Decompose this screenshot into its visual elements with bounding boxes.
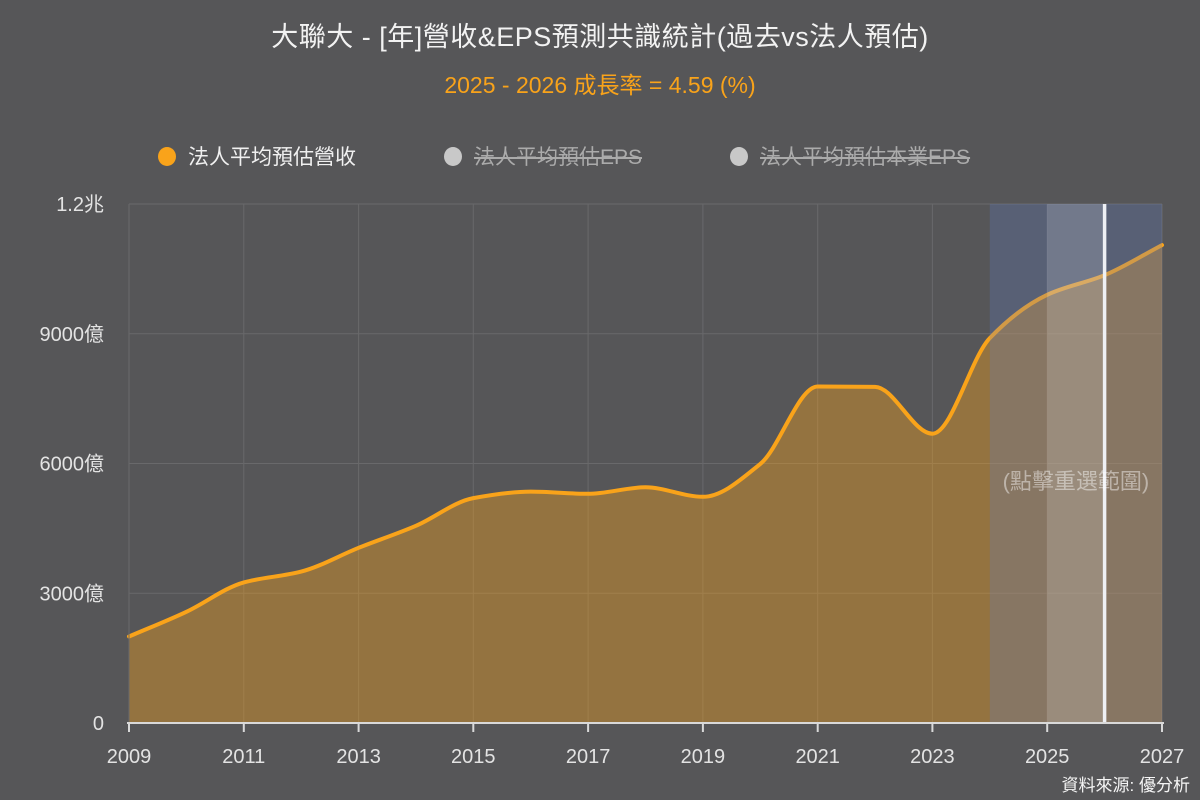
- x-tick-label: 2011: [222, 746, 265, 768]
- legend-item-label: 法人平均預估本業EPS: [760, 146, 971, 169]
- x-tick-label: 2025: [1025, 746, 1070, 768]
- x-tick-label: 2019: [681, 746, 726, 768]
- gridlines: [129, 203, 1163, 723]
- y-tick-label: 3000億: [40, 582, 105, 605]
- legend-item-label: 法人平均預估EPS: [474, 146, 643, 169]
- selected-range-overlay[interactable]: [1047, 204, 1105, 723]
- x-tick-label: 2027: [1140, 746, 1185, 768]
- y-tick-label: 1.2兆: [56, 193, 104, 216]
- forecast-selection-overlay[interactable]: (點擊重選範圍): [989, 204, 1162, 723]
- revenue-line: [127, 243, 1164, 639]
- x-tick-label: 2017: [566, 746, 611, 768]
- y-tick-label: 6000億: [40, 453, 105, 476]
- y-tick-label: 0: [93, 713, 104, 735]
- axes: [127, 204, 1164, 732]
- y-tick-label: 9000億: [40, 323, 105, 346]
- legend-marker-icon: [444, 146, 462, 166]
- x-tick-label: 2023: [910, 746, 955, 768]
- axis-labels: 0 3000億 6000億 9000億 1.2兆 2009 2011 2013 2015 2017…: [40, 193, 1185, 768]
- growth-rate-subtitle: 2025 - 2026 成長率 = 4.59 (%): [444, 72, 756, 98]
- legend-marker-icon: [730, 146, 749, 166]
- revenue-area: [129, 245, 1162, 723]
- legend-item-estimated-core-eps[interactable]: 法人平均預估本業EPS: [730, 141, 970, 171]
- legend-item-label: 法人平均預估營收: [188, 146, 356, 169]
- page-title: 大聯大 - [年]營收&EPS預測共識統計(過去vs法人預估): [271, 22, 929, 52]
- x-tick-label: 2009: [107, 746, 152, 768]
- legend: 法人平均預估營收 法人平均預估EPS 法人平均預估本業EPS: [158, 141, 970, 171]
- data-source-label: 資料來源: 優分析: [1061, 776, 1190, 795]
- reselect-hint-label: (點擊重選範圍): [1003, 469, 1150, 494]
- legend-item-estimated-revenue[interactable]: 法人平均預估營收: [158, 141, 356, 171]
- x-tick-label: 2013: [336, 746, 381, 768]
- x-tick-label: 2021: [795, 746, 840, 768]
- forecast-range-overlay[interactable]: [989, 204, 1162, 723]
- revenue-series: [127, 243, 1164, 723]
- legend-marker-icon: [158, 146, 176, 166]
- x-tick-label: 2015: [451, 746, 496, 768]
- legend-item-estimated-eps[interactable]: 法人平均預估EPS: [444, 141, 642, 171]
